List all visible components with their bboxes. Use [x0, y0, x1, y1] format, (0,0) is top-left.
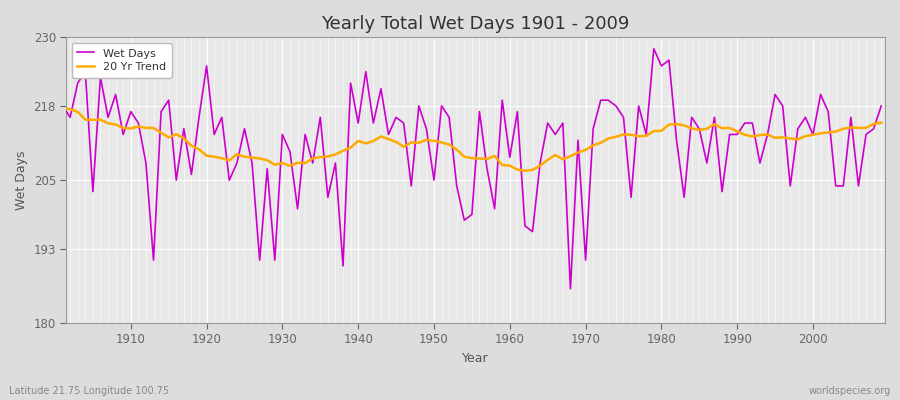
Line: Wet Days: Wet Days — [63, 49, 881, 289]
20 Yr Trend — [497, 163, 508, 168]
20 Yr Trend — [519, 168, 530, 173]
Wet Days — [565, 286, 576, 291]
20 Yr Trend — [330, 152, 341, 157]
20 Yr Trend — [504, 163, 515, 168]
20 Yr Trend — [603, 136, 614, 141]
20 Yr Trend — [284, 164, 295, 168]
Y-axis label: Wet Days: Wet Days — [15, 150, 28, 210]
20 Yr Trend — [58, 106, 68, 110]
Wet Days — [497, 98, 508, 102]
Wet Days — [284, 149, 295, 154]
Wet Days — [58, 104, 68, 108]
20 Yr Trend — [876, 120, 886, 125]
Wet Days — [330, 161, 341, 166]
20 Yr Trend — [118, 126, 129, 130]
Title: Yearly Total Wet Days 1901 - 2009: Yearly Total Wet Days 1901 - 2009 — [321, 15, 630, 33]
Wet Days — [876, 104, 886, 108]
Wet Days — [603, 98, 614, 102]
Line: 20 Yr Trend: 20 Yr Trend — [63, 108, 881, 171]
Text: Latitude 21.75 Longitude 100.75: Latitude 21.75 Longitude 100.75 — [9, 386, 169, 396]
Wet Days — [118, 132, 129, 137]
Wet Days — [504, 155, 515, 160]
X-axis label: Year: Year — [463, 352, 489, 365]
Legend: Wet Days, 20 Yr Trend: Wet Days, 20 Yr Trend — [72, 43, 172, 78]
Wet Days — [648, 46, 659, 51]
Text: worldspecies.org: worldspecies.org — [809, 386, 891, 396]
